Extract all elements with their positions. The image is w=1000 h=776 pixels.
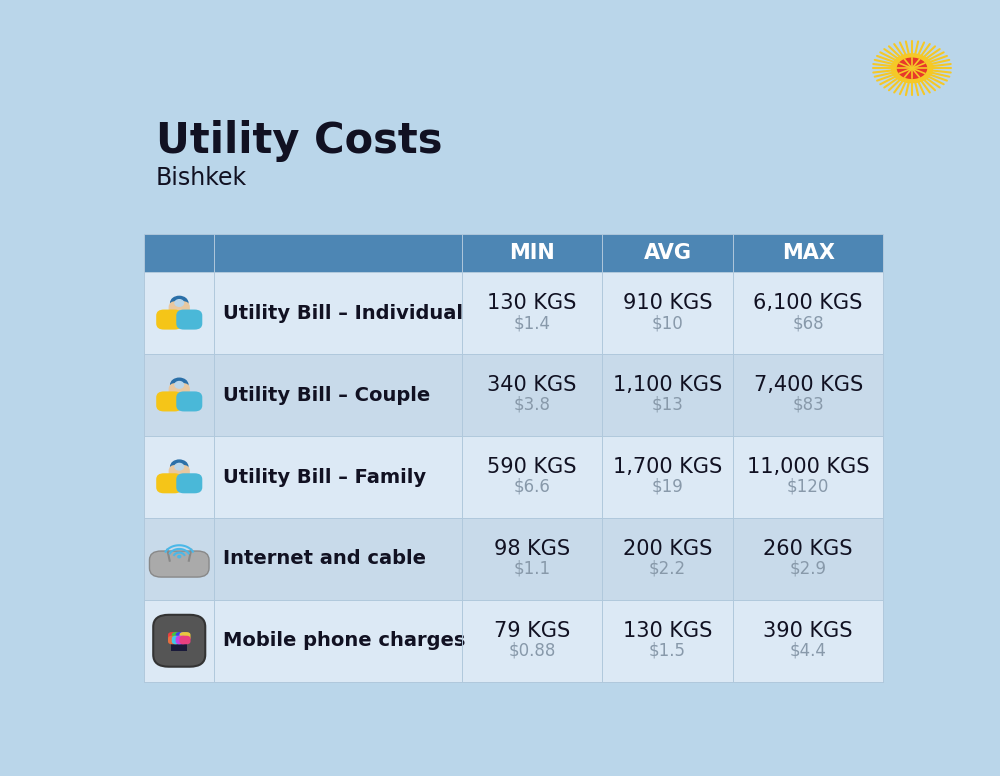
Text: 910 KGS: 910 KGS bbox=[623, 293, 712, 314]
FancyBboxPatch shape bbox=[171, 632, 187, 651]
Text: 79 KGS: 79 KGS bbox=[494, 621, 570, 641]
FancyBboxPatch shape bbox=[172, 636, 183, 644]
Text: Internet and cable: Internet and cable bbox=[223, 549, 426, 568]
Circle shape bbox=[171, 296, 188, 310]
FancyBboxPatch shape bbox=[144, 234, 883, 272]
Text: Utility Bill – Individual: Utility Bill – Individual bbox=[223, 304, 463, 323]
Text: Utility Bill – Couple: Utility Bill – Couple bbox=[223, 386, 431, 404]
FancyBboxPatch shape bbox=[144, 600, 883, 681]
FancyBboxPatch shape bbox=[144, 354, 883, 436]
Circle shape bbox=[175, 382, 184, 388]
FancyBboxPatch shape bbox=[144, 272, 883, 354]
Text: $4.4: $4.4 bbox=[790, 642, 827, 660]
Text: $120: $120 bbox=[787, 478, 829, 496]
FancyBboxPatch shape bbox=[176, 391, 202, 411]
Text: 1,700 KGS: 1,700 KGS bbox=[613, 457, 722, 477]
FancyBboxPatch shape bbox=[153, 615, 205, 667]
Text: 1,100 KGS: 1,100 KGS bbox=[613, 376, 722, 395]
Circle shape bbox=[171, 378, 188, 391]
FancyBboxPatch shape bbox=[176, 473, 202, 494]
FancyBboxPatch shape bbox=[149, 551, 209, 577]
Text: Utility Bill – Family: Utility Bill – Family bbox=[223, 467, 427, 487]
FancyBboxPatch shape bbox=[172, 632, 183, 641]
Text: $6.6: $6.6 bbox=[513, 478, 550, 496]
Text: 98 KGS: 98 KGS bbox=[494, 539, 570, 559]
Text: 200 KGS: 200 KGS bbox=[623, 539, 712, 559]
Text: 390 KGS: 390 KGS bbox=[763, 621, 853, 641]
FancyBboxPatch shape bbox=[144, 518, 883, 600]
Circle shape bbox=[178, 556, 181, 558]
Circle shape bbox=[171, 460, 188, 473]
FancyBboxPatch shape bbox=[176, 636, 187, 644]
Circle shape bbox=[892, 54, 932, 82]
Text: 7,400 KGS: 7,400 KGS bbox=[754, 376, 863, 395]
Text: $13: $13 bbox=[652, 396, 683, 414]
Text: $10: $10 bbox=[652, 314, 683, 332]
FancyBboxPatch shape bbox=[169, 383, 190, 403]
Text: $3.8: $3.8 bbox=[513, 396, 550, 414]
FancyBboxPatch shape bbox=[156, 391, 182, 411]
Text: Bishkek: Bishkek bbox=[156, 166, 247, 190]
FancyBboxPatch shape bbox=[179, 632, 191, 641]
Text: 590 KGS: 590 KGS bbox=[487, 457, 577, 477]
FancyBboxPatch shape bbox=[168, 632, 179, 641]
FancyBboxPatch shape bbox=[156, 473, 182, 494]
Text: 11,000 KGS: 11,000 KGS bbox=[747, 457, 869, 477]
Text: $2.2: $2.2 bbox=[649, 559, 686, 577]
FancyBboxPatch shape bbox=[144, 436, 883, 518]
FancyBboxPatch shape bbox=[156, 310, 182, 330]
Text: MAX: MAX bbox=[782, 243, 835, 263]
Text: 260 KGS: 260 KGS bbox=[763, 539, 853, 559]
FancyBboxPatch shape bbox=[176, 632, 187, 641]
Text: 130 KGS: 130 KGS bbox=[623, 621, 712, 641]
FancyBboxPatch shape bbox=[169, 465, 190, 485]
Text: $1.5: $1.5 bbox=[649, 642, 686, 660]
Text: 130 KGS: 130 KGS bbox=[487, 293, 577, 314]
FancyBboxPatch shape bbox=[168, 636, 179, 644]
Text: Mobile phone charges: Mobile phone charges bbox=[223, 631, 466, 650]
Text: Utility Costs: Utility Costs bbox=[156, 120, 442, 162]
Text: AVG: AVG bbox=[644, 243, 692, 263]
FancyBboxPatch shape bbox=[176, 310, 202, 330]
Text: 6,100 KGS: 6,100 KGS bbox=[753, 293, 863, 314]
FancyBboxPatch shape bbox=[179, 636, 191, 644]
Text: $2.9: $2.9 bbox=[790, 559, 827, 577]
Text: $83: $83 bbox=[792, 396, 824, 414]
Text: 340 KGS: 340 KGS bbox=[487, 376, 577, 395]
Text: $1.4: $1.4 bbox=[513, 314, 550, 332]
Circle shape bbox=[897, 58, 927, 78]
Text: $1.1: $1.1 bbox=[513, 559, 550, 577]
FancyBboxPatch shape bbox=[169, 301, 190, 321]
Text: $19: $19 bbox=[652, 478, 683, 496]
Text: $0.88: $0.88 bbox=[508, 642, 556, 660]
Circle shape bbox=[175, 300, 184, 307]
Circle shape bbox=[175, 463, 184, 470]
Text: MIN: MIN bbox=[509, 243, 555, 263]
Text: $68: $68 bbox=[792, 314, 824, 332]
